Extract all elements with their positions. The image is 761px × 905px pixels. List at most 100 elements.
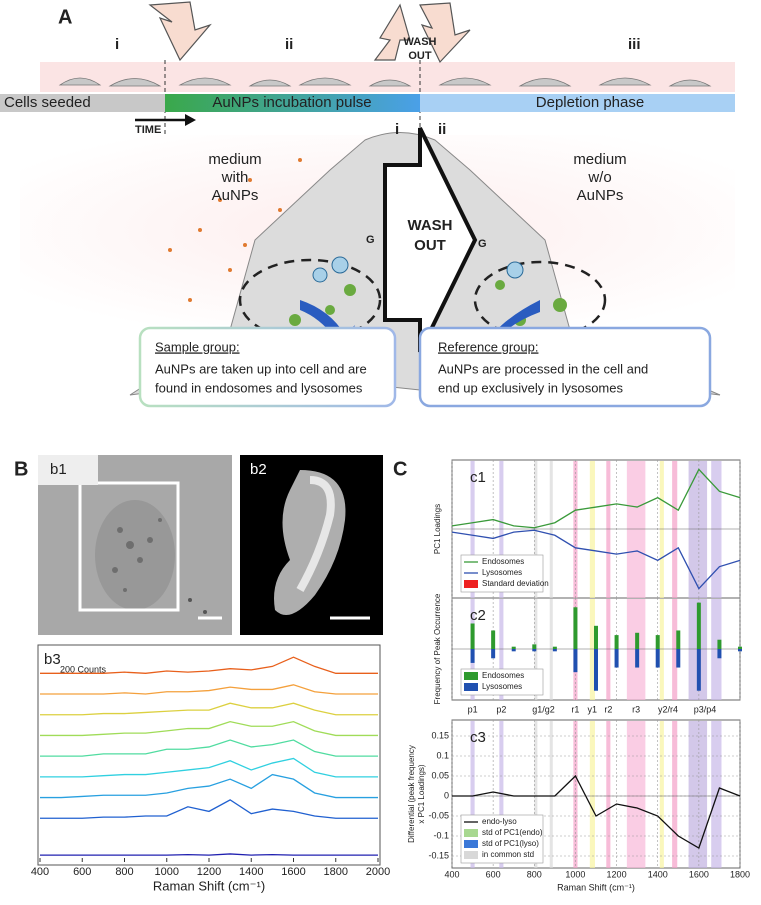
bar: [491, 649, 496, 659]
band: [711, 721, 722, 868]
bar: [655, 649, 660, 668]
sub-panel-label: b2: [250, 461, 267, 478]
panel-label: B: [14, 458, 28, 480]
band: [672, 461, 678, 598]
wash-out: OUT: [408, 50, 432, 62]
wash-out: OUT: [414, 237, 446, 254]
annotation: 200 Counts: [60, 664, 107, 674]
x-tick-label: 800: [115, 866, 133, 878]
legend-label: Lysosomes: [482, 682, 522, 691]
band: [606, 461, 611, 598]
stage-label: ii: [285, 36, 293, 53]
series-line: [40, 720, 378, 737]
band: [534, 461, 538, 598]
band: [626, 461, 646, 598]
series-line: [40, 773, 378, 799]
legend-label: Lysosomes: [482, 568, 522, 577]
bar: [470, 623, 475, 649]
band: [549, 461, 553, 598]
bar: [696, 649, 701, 691]
x-tick-label: 1400: [239, 866, 263, 878]
legend-swatch: [464, 829, 478, 837]
band: [549, 721, 553, 868]
x-tick-label: 2000: [366, 866, 390, 878]
bar: [532, 649, 537, 652]
band: [534, 721, 538, 868]
band-label: y1: [588, 704, 598, 714]
band-label: r1: [571, 704, 579, 714]
band: [606, 599, 611, 700]
y-axis-label: x PC1 Loadings): [417, 764, 426, 823]
band: [659, 461, 664, 598]
band: [711, 461, 722, 598]
bar: [738, 646, 742, 649]
legend-swatch: [464, 672, 478, 680]
series-line: [40, 799, 378, 819]
band-label: r2: [604, 704, 612, 714]
series-line: [40, 739, 378, 757]
box-text: AuNPs are taken up into cell and are: [155, 361, 367, 376]
stage-label: i: [115, 36, 119, 53]
bar: [717, 649, 722, 659]
medium-label: AuNPs: [212, 187, 259, 204]
timeline-label: Cells seeded: [4, 94, 91, 111]
x-tick-label: 600: [486, 869, 501, 879]
bar: [676, 630, 681, 649]
x-tick-label: 1600: [689, 869, 709, 879]
band-label: g1/g2: [532, 704, 555, 714]
band: [711, 599, 722, 700]
band: [659, 721, 664, 868]
wash-out: WASH: [404, 36, 437, 48]
bar: [696, 602, 701, 649]
sub-panel-label: b1: [50, 461, 67, 478]
bar: [511, 646, 516, 649]
x-tick-label: 1000: [155, 866, 179, 878]
legend-label: in common std: [482, 850, 534, 859]
medium-label: medium: [573, 151, 626, 168]
sub-panel-label: c2: [470, 607, 486, 624]
legend-label: Standard deviation: [482, 579, 549, 588]
y-axis-label: PC1 Loadings: [433, 504, 442, 554]
y-tick-label: 0.1: [436, 750, 449, 760]
legend-label: endo-lyso: [482, 817, 517, 826]
x-tick-label: 1200: [197, 866, 221, 878]
band: [589, 721, 595, 868]
band: [589, 599, 595, 700]
bar: [635, 649, 640, 668]
legend-swatch: [464, 580, 478, 588]
golgi-label: G: [478, 238, 487, 250]
band-label: p3/p4: [694, 704, 717, 714]
stage-label: iii: [628, 36, 641, 53]
series-line: [40, 757, 378, 778]
legend-label: Endosomes: [482, 557, 524, 566]
medium-label: w/o: [587, 169, 611, 186]
band-label: p1: [468, 704, 478, 714]
legend-swatch: [464, 683, 478, 691]
sub-panel-label: c1: [470, 469, 486, 486]
y-tick-label: 0: [444, 790, 449, 800]
series-line: [40, 853, 378, 856]
band: [672, 721, 678, 868]
x-tick-label: 600: [73, 866, 91, 878]
wash-out: WASH: [408, 217, 453, 234]
y-axis-label: Frequency of Peak Occurrence: [433, 593, 442, 704]
series-line: [451, 529, 741, 590]
box-text: end up exclusively in lysosomes: [438, 380, 623, 395]
x-tick-label: 400: [444, 869, 459, 879]
bar: [614, 649, 619, 668]
series-line: [452, 774, 741, 849]
medium-label: AuNPs: [577, 187, 624, 204]
band: [499, 461, 504, 598]
x-tick-label: 400: [31, 866, 49, 878]
y-tick-label: 0.15: [431, 730, 449, 740]
medium-label: medium: [208, 151, 261, 168]
x-tick-label: 1600: [281, 866, 305, 878]
y-tick-label: -0.15: [428, 850, 449, 860]
time-label: TIME: [135, 124, 161, 136]
timeline-label: AuNPs incubation pulse: [212, 94, 371, 111]
band: [672, 599, 678, 700]
bar: [552, 649, 557, 652]
y-tick-label: 0.05: [431, 770, 449, 780]
x-tick-label: 1200: [607, 869, 627, 879]
